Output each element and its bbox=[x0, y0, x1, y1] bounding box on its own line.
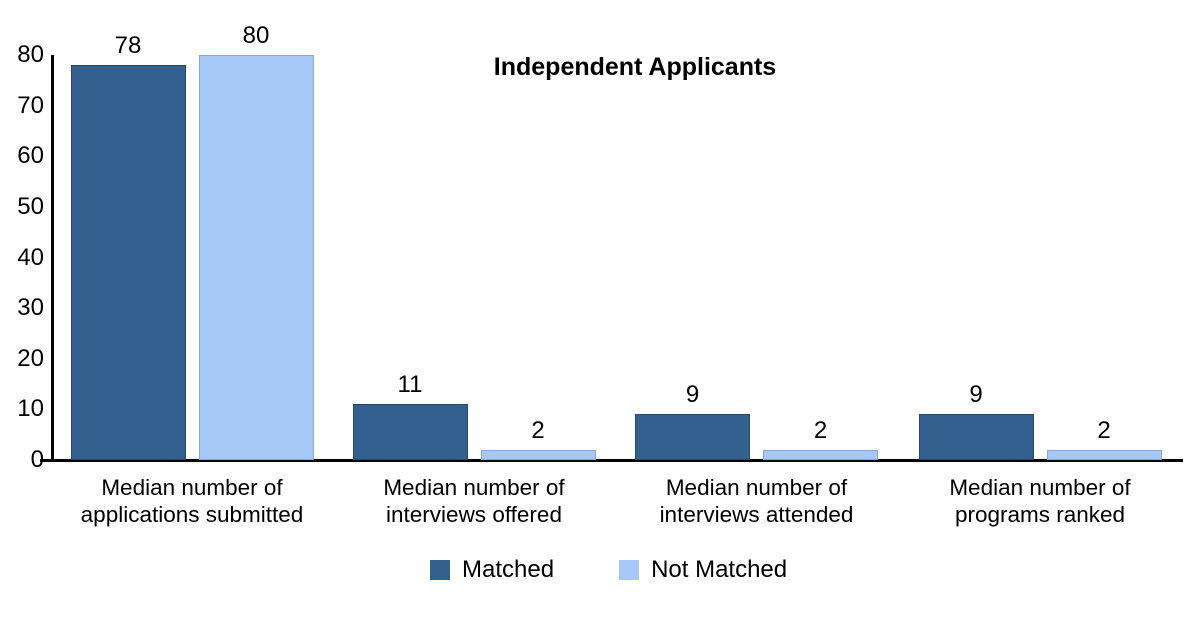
category-label: Median number of interviews offered bbox=[383, 475, 565, 527]
y-tick-label: 50 bbox=[17, 192, 44, 220]
bar-value-label: 2 bbox=[531, 416, 545, 444]
bar-value-label: 80 bbox=[242, 22, 270, 49]
bar-not-matched-group-2 bbox=[480, 449, 596, 460]
legend-item-matched: Matched bbox=[430, 558, 554, 582]
legend-item-not-matched: Not Matched bbox=[619, 558, 787, 582]
bar-matched-group-3 bbox=[635, 414, 750, 460]
bar-value-label: 9 bbox=[685, 381, 700, 409]
y-tick-label: 0 bbox=[30, 446, 44, 473]
bar-matched-group-4 bbox=[918, 414, 1034, 460]
bar-value-label: 2 bbox=[1097, 416, 1111, 444]
y-axis-line bbox=[51, 55, 54, 462]
bar-not-matched-group-3 bbox=[763, 449, 878, 460]
legend-label: Not Matched bbox=[651, 556, 788, 583]
y-tick-label: 20 bbox=[17, 344, 44, 372]
bar-value-label: 9 bbox=[969, 381, 983, 409]
y-tick-label: 40 bbox=[17, 243, 44, 271]
bar-not-matched-group-1 bbox=[198, 55, 314, 460]
chart-title: Independent Applicants bbox=[493, 53, 777, 81]
y-tick-label: 30 bbox=[17, 294, 44, 322]
y-tick-label: 10 bbox=[17, 395, 44, 423]
category-label: Median number of applications submitted bbox=[80, 475, 304, 527]
bar-matched-group-1 bbox=[70, 65, 186, 460]
legend-label: Matched bbox=[462, 556, 555, 583]
y-tick-label: 80 bbox=[17, 41, 44, 68]
y-tick-label: 60 bbox=[17, 142, 44, 170]
bar-value-label: 11 bbox=[397, 371, 423, 399]
category-label: Median number of programs ranked bbox=[949, 475, 1131, 527]
legend-swatch bbox=[619, 560, 640, 580]
bar-matched-group-2 bbox=[352, 404, 468, 460]
bar-value-label: 2 bbox=[813, 416, 828, 444]
bar-value-label: 78 bbox=[114, 32, 142, 60]
legend-swatch bbox=[430, 560, 450, 580]
category-label: Median number of interviews attended bbox=[659, 475, 854, 527]
y-tick-label: 70 bbox=[17, 91, 44, 119]
legend: Matched Not Matched bbox=[430, 558, 787, 582]
bar-not-matched-group-4 bbox=[1046, 449, 1162, 460]
x-axis-line bbox=[40, 459, 1183, 462]
